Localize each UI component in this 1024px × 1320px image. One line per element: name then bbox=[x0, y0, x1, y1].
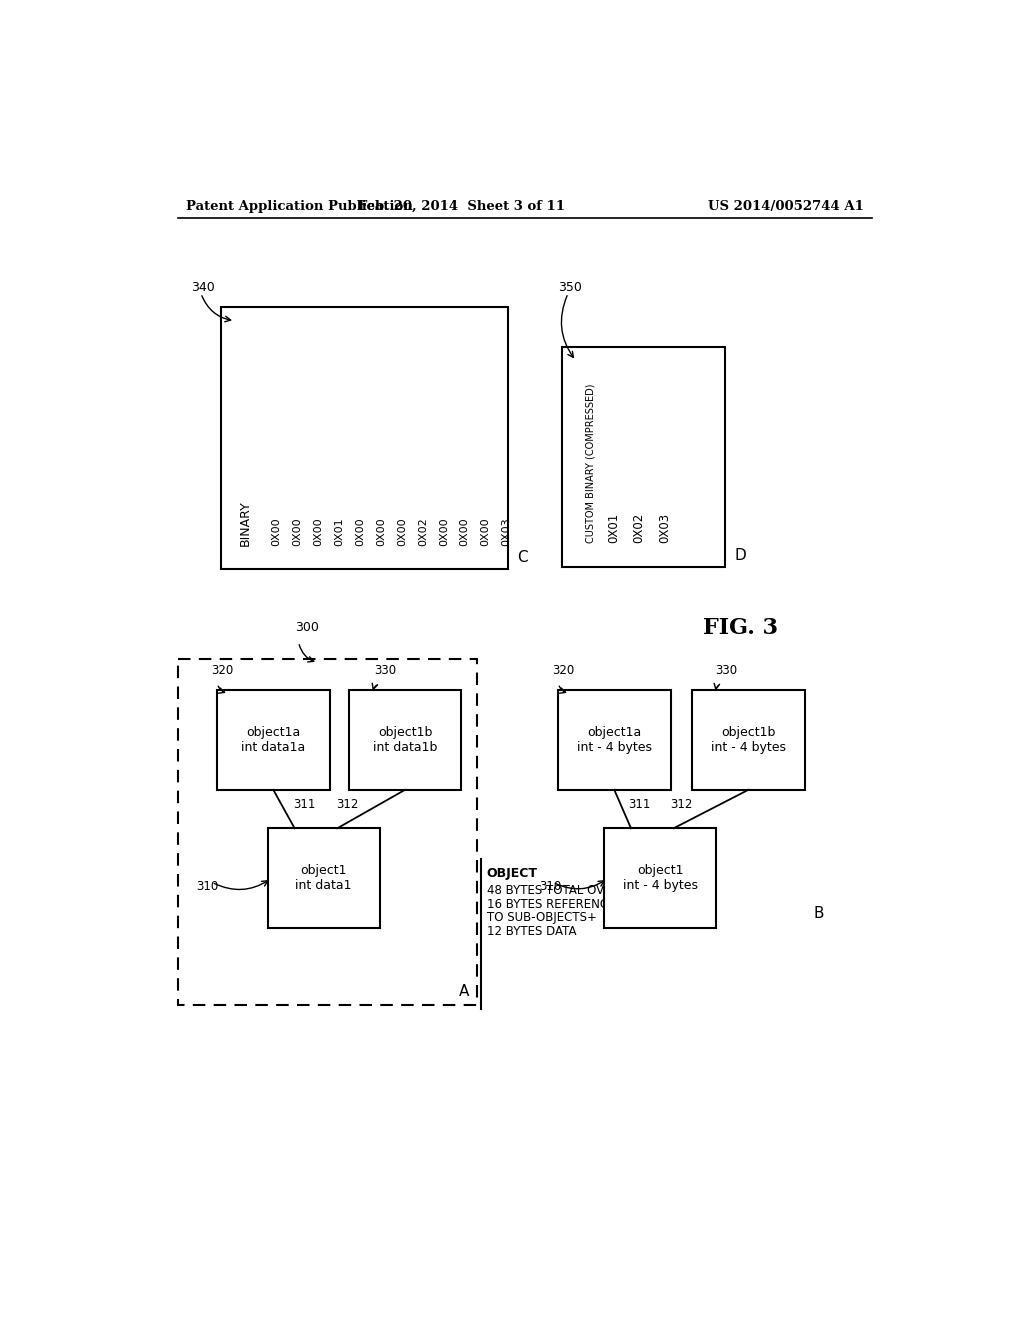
Text: D: D bbox=[734, 548, 745, 562]
Text: object1b
int data1b: object1b int data1b bbox=[373, 726, 437, 754]
Text: object1a
int data1a: object1a int data1a bbox=[242, 726, 305, 754]
Bar bbox=[217, 689, 330, 789]
Text: 0X03: 0X03 bbox=[502, 517, 512, 545]
Bar bbox=[558, 689, 671, 789]
Text: A: A bbox=[459, 985, 469, 999]
Text: US 2014/0052744 A1: US 2014/0052744 A1 bbox=[709, 199, 864, 213]
Text: 320: 320 bbox=[552, 664, 574, 677]
Text: 311: 311 bbox=[293, 797, 315, 810]
Text: 310: 310 bbox=[197, 879, 218, 892]
Text: 330: 330 bbox=[374, 664, 396, 677]
Text: FIG. 3: FIG. 3 bbox=[702, 618, 778, 639]
Text: 312: 312 bbox=[671, 797, 693, 810]
Bar bbox=[349, 689, 461, 789]
Text: 0X02: 0X02 bbox=[633, 513, 645, 544]
Text: 0X01: 0X01 bbox=[607, 513, 620, 544]
Bar bbox=[562, 347, 725, 566]
Text: 16 BYTES REFERENCES: 16 BYTES REFERENCES bbox=[486, 898, 623, 911]
Text: B: B bbox=[814, 906, 824, 921]
Text: 0X00: 0X00 bbox=[376, 517, 386, 545]
Text: 0X00: 0X00 bbox=[292, 517, 302, 545]
Bar bbox=[221, 308, 508, 569]
Text: 0X03: 0X03 bbox=[658, 513, 671, 544]
Text: 0X00: 0X00 bbox=[397, 517, 407, 545]
Text: object1
int - 4 bytes: object1 int - 4 bytes bbox=[623, 865, 697, 892]
Text: 310: 310 bbox=[539, 879, 561, 892]
Text: 0X00: 0X00 bbox=[271, 517, 282, 545]
Text: 330: 330 bbox=[715, 664, 737, 677]
Text: 0X01: 0X01 bbox=[334, 517, 344, 545]
Text: OBJECT: OBJECT bbox=[486, 867, 538, 880]
Text: BINARY: BINARY bbox=[239, 500, 252, 545]
Text: 350: 350 bbox=[558, 281, 582, 294]
Text: 0X00: 0X00 bbox=[355, 517, 366, 545]
Text: 0X00: 0X00 bbox=[480, 517, 490, 545]
Text: 300: 300 bbox=[295, 622, 318, 635]
Text: Patent Application Publication: Patent Application Publication bbox=[186, 199, 413, 213]
Bar bbox=[178, 659, 477, 1006]
Text: 12 BYTES DATA: 12 BYTES DATA bbox=[486, 925, 577, 939]
Text: object1
int data1: object1 int data1 bbox=[296, 865, 352, 892]
Text: object1a
int - 4 bytes: object1a int - 4 bytes bbox=[577, 726, 652, 754]
Text: object1b
int - 4 bytes: object1b int - 4 bytes bbox=[711, 726, 785, 754]
Bar bbox=[604, 829, 716, 928]
Text: 0X00: 0X00 bbox=[438, 517, 449, 545]
Text: 0X00: 0X00 bbox=[460, 517, 470, 545]
Text: C: C bbox=[517, 550, 527, 565]
Text: 48 BYTES TOTAL OVERHEAD +: 48 BYTES TOTAL OVERHEAD + bbox=[486, 884, 667, 896]
Text: Feb. 20, 2014  Sheet 3 of 11: Feb. 20, 2014 Sheet 3 of 11 bbox=[357, 199, 565, 213]
Bar bbox=[692, 689, 805, 789]
Text: CUSTOM BINARY (COMPRESSED): CUSTOM BINARY (COMPRESSED) bbox=[586, 384, 595, 544]
Text: 312: 312 bbox=[336, 797, 358, 810]
Text: 311: 311 bbox=[628, 797, 650, 810]
Text: 340: 340 bbox=[191, 281, 215, 294]
Text: 0X00: 0X00 bbox=[313, 517, 324, 545]
Text: 320: 320 bbox=[211, 664, 233, 677]
Bar bbox=[267, 829, 380, 928]
Text: 0X02: 0X02 bbox=[418, 517, 428, 545]
Text: TO SUB-OBJECTS+: TO SUB-OBJECTS+ bbox=[486, 911, 597, 924]
